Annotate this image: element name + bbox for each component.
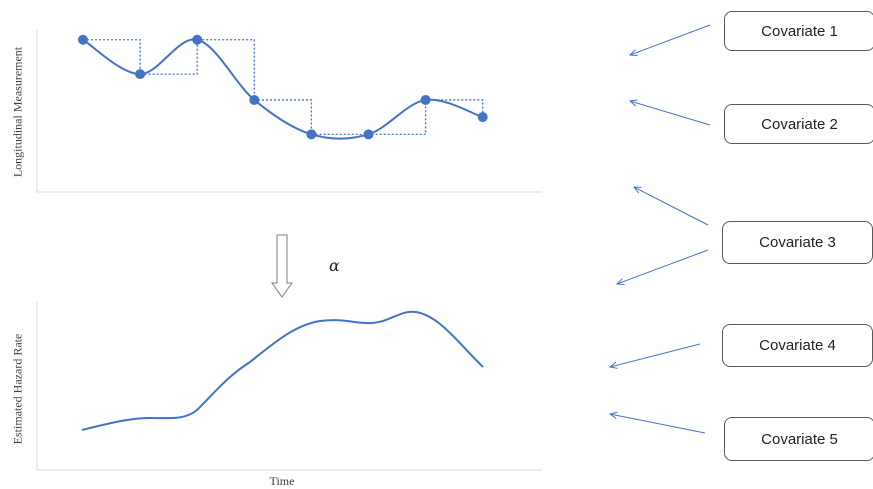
- measurement-point: [135, 69, 146, 80]
- covariate-5-label: Covariate 5: [761, 430, 838, 448]
- covariate-4-box: Covariate 4: [722, 324, 873, 367]
- step-function-line: [83, 39, 484, 135]
- covariate-2-box: Covariate 2: [724, 104, 873, 144]
- measurement-points: [78, 34, 488, 140]
- covariate-2-label: Covariate 2: [761, 115, 838, 133]
- measurement-point: [192, 34, 203, 45]
- covariate-3-arrow-upper: [634, 187, 709, 226]
- longitudinal-trajectory-curve: [82, 38, 484, 140]
- covariate-3-label: Covariate 3: [759, 234, 836, 251]
- covariate-2-arrow: [630, 101, 711, 126]
- covariate-1-box: Covariate 1: [724, 11, 873, 51]
- covariate-1-label: Covariate 1: [761, 22, 838, 40]
- covariate-4-arrow: [610, 343, 701, 367]
- bottom-y-axis-label: Estimated Hazard Rate: [10, 333, 25, 445]
- measurement-point: [363, 129, 374, 140]
- measurement-point: [420, 94, 431, 105]
- top-y-axis-label: Longitudinal Measurement: [10, 46, 25, 178]
- hazard-rate-curve: [81, 310, 484, 431]
- covariate-5-arrow: [610, 414, 706, 434]
- association-parameter-label: α: [329, 256, 340, 275]
- measurement-point: [306, 129, 317, 140]
- measurement-point: [78, 34, 88, 45]
- measurement-point: [477, 112, 488, 123]
- covariate-1-arrow: [630, 24, 711, 55]
- down-arrow-icon: [271, 234, 293, 298]
- covariate-3-arrow-lower: [617, 249, 709, 284]
- covariate-3-box: Covariate 3: [722, 221, 873, 264]
- covariate-5-box: Covariate 5: [724, 417, 873, 461]
- x-axis-label: Time: [269, 474, 295, 488]
- covariate-4-label: Covariate 4: [759, 337, 836, 354]
- measurement-point: [249, 94, 260, 105]
